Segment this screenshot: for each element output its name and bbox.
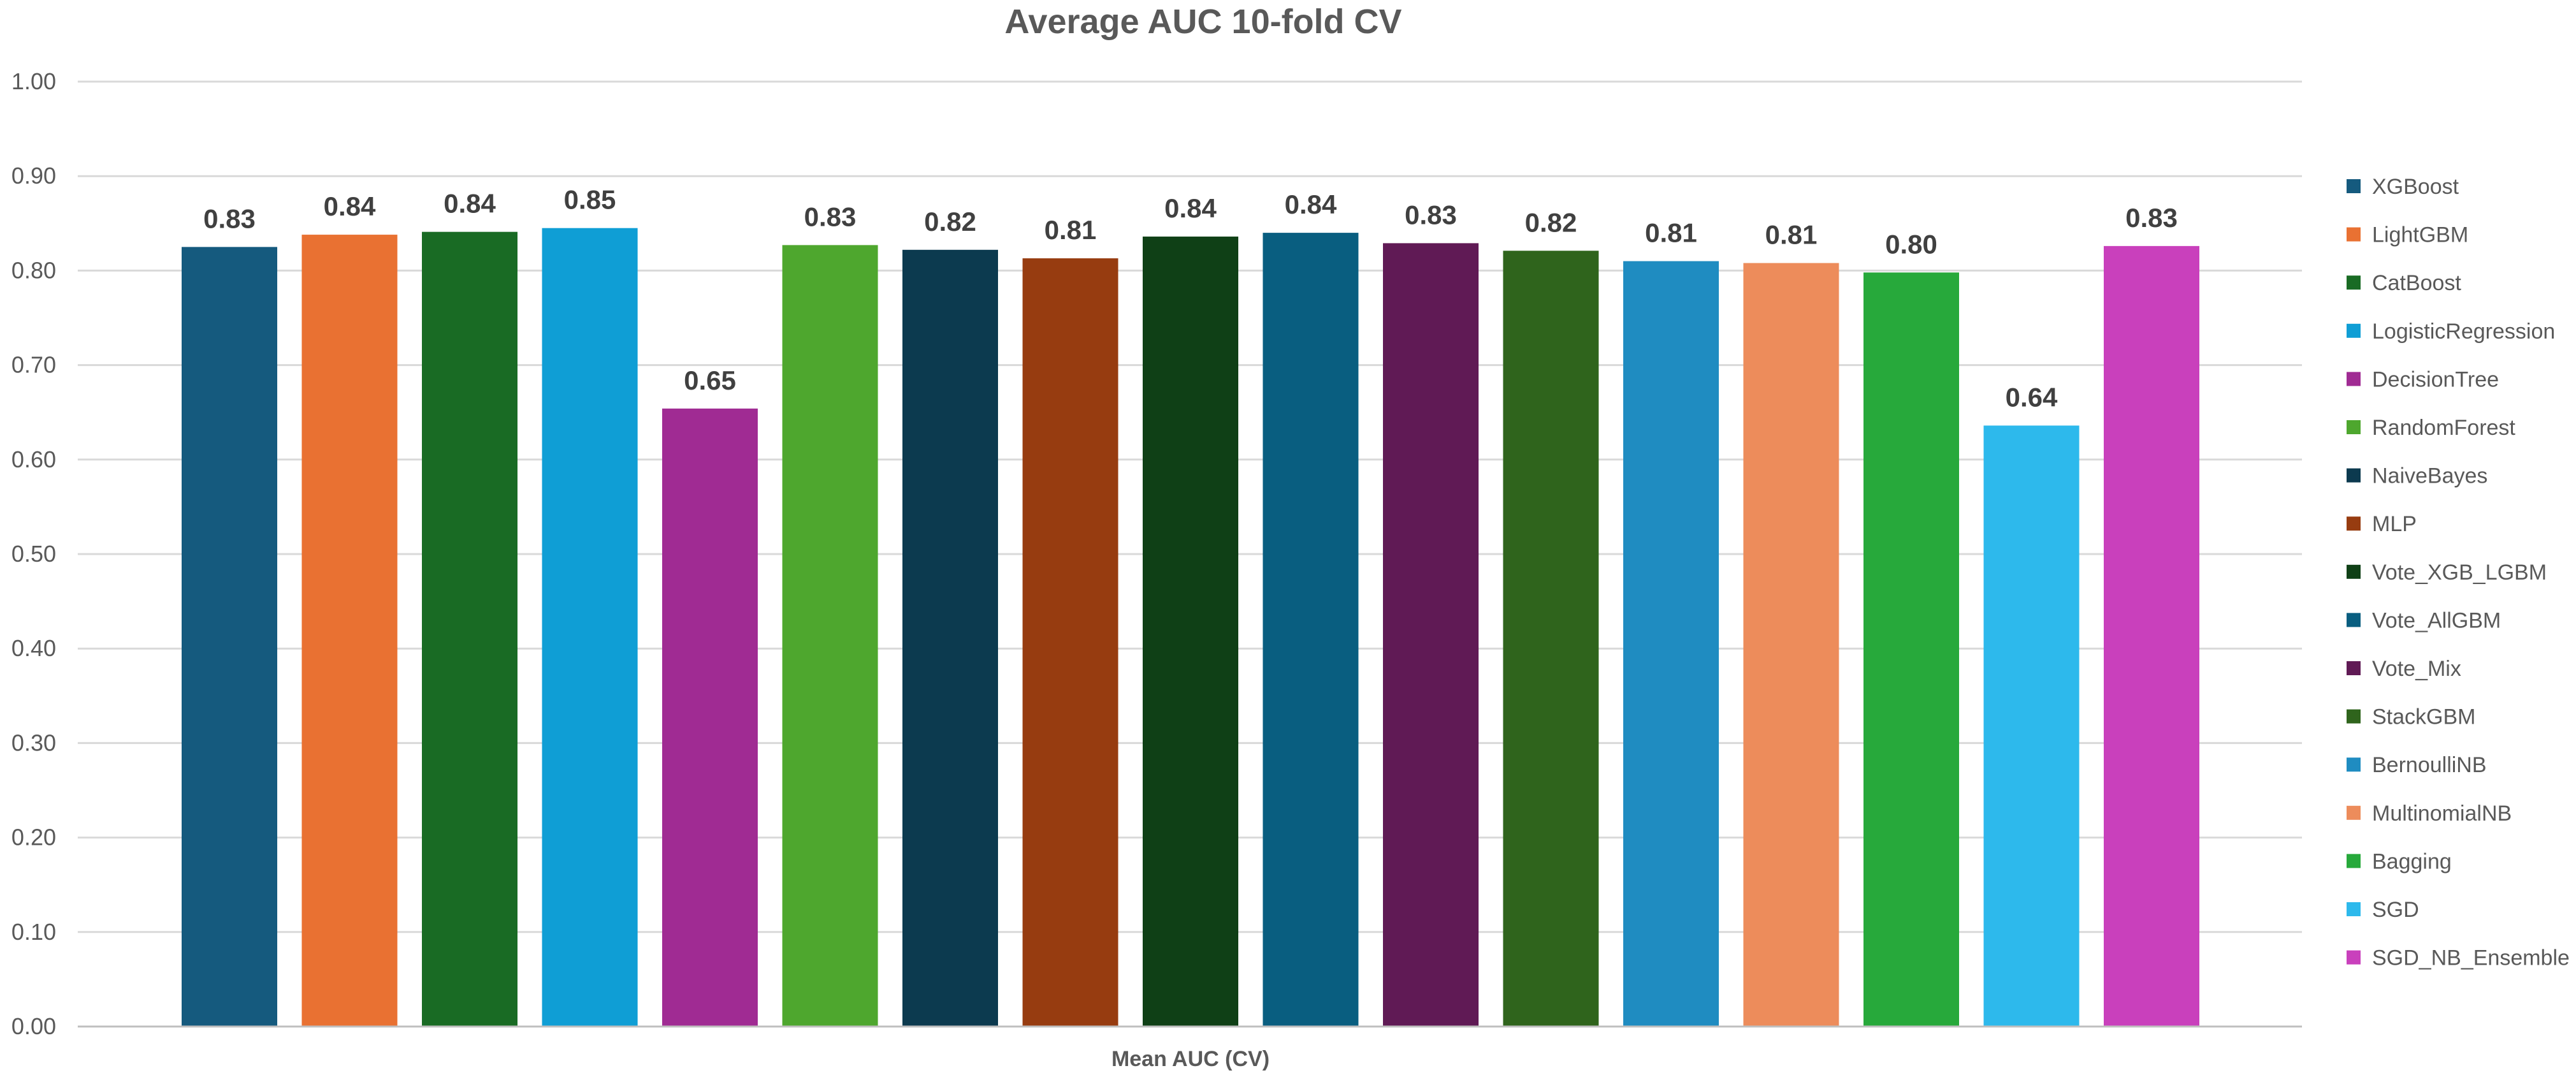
data-label-lightgbm: 0.84 xyxy=(324,191,376,221)
legend: XGBoost LightGBM CatBoost LogisticRegressio… xyxy=(2347,175,2570,970)
bars xyxy=(182,228,2199,1027)
bar-lightgbm xyxy=(301,235,398,1027)
data-label-vote_allgbm: 0.84 xyxy=(1285,189,1337,219)
y-tick-label: 0.80 xyxy=(11,257,56,283)
legend-label-vote_xgb_lgbm: Vote_XGB_LGBM xyxy=(2372,560,2547,585)
legend-label-mlp: MLP xyxy=(2372,512,2417,536)
data-label-decisiontree: 0.65 xyxy=(684,365,736,395)
legend-label-vote_allgbm: Vote_AllGBM xyxy=(2372,608,2501,632)
y-tick-label: 0.40 xyxy=(11,635,56,661)
bar-stackgbm xyxy=(1503,251,1599,1027)
bar-xgboost xyxy=(182,247,277,1027)
data-label-logisticregression: 0.85 xyxy=(564,185,616,215)
legend-swatch-vote_xgb_lgbm xyxy=(2347,564,2361,579)
data-label-sgd_nb_ensemble: 0.83 xyxy=(2125,203,2178,233)
bar-vote_allgbm xyxy=(1263,233,1359,1027)
bar-sgd_nb_ensemble xyxy=(2104,245,2199,1027)
legend-label-randomforest: RandomForest xyxy=(2372,416,2515,440)
legend-swatch-xgboost xyxy=(2347,179,2361,193)
legend-label-catboost: CatBoost xyxy=(2372,271,2461,295)
legend-swatch-sgd xyxy=(2347,902,2361,916)
legend-swatch-randomforest xyxy=(2347,420,2361,434)
data-label-bernoullinb: 0.81 xyxy=(1645,218,1697,248)
bar-mlp xyxy=(1022,258,1118,1027)
legend-swatch-sgd_nb_ensemble xyxy=(2347,950,2361,965)
legend-swatch-naivebayes xyxy=(2347,468,2361,483)
legend-label-sgd: SGD xyxy=(2372,898,2419,922)
legend-label-vote_mix: Vote_Mix xyxy=(2372,657,2461,681)
y-axis-ticks: 0.00 0.10 0.20 0.30 0.40 0.50 0.60 0.70 0.80 0.90… xyxy=(11,68,56,1039)
y-tick-label: 0.70 xyxy=(11,352,56,378)
legend-swatch-bagging xyxy=(2347,854,2361,868)
legend-swatch-catboost xyxy=(2347,275,2361,290)
x-axis-label: Mean AUC (CV) xyxy=(1111,1047,1270,1071)
bar-bagging xyxy=(1863,272,1959,1027)
legend-label-bagging: Bagging xyxy=(2372,849,2452,874)
legend-label-stackgbm: StackGBM xyxy=(2372,705,2475,729)
bar-catboost xyxy=(422,231,517,1027)
legend-label-xgboost: XGBoost xyxy=(2372,175,2459,199)
data-label-catboost: 0.84 xyxy=(444,189,496,219)
data-label-multinomialnb: 0.81 xyxy=(1765,220,1818,250)
data-label-bagging: 0.80 xyxy=(1885,229,1937,259)
legend-swatch-stackgbm xyxy=(2347,709,2361,724)
legend-swatch-multinomialnb xyxy=(2347,805,2361,820)
bar-vote_mix xyxy=(1383,243,1479,1027)
legend-label-lightgbm: LightGBM xyxy=(2372,223,2468,247)
bar-randomforest xyxy=(782,245,878,1027)
legend-label-sgd_nb_ensemble: SGD_NB_Ensemble xyxy=(2372,946,2570,970)
legend-swatch-lightgbm xyxy=(2347,227,2361,242)
legend-label-naivebayes: NaiveBayes xyxy=(2372,464,2487,488)
data-label-naivebayes: 0.82 xyxy=(924,207,976,237)
y-tick-label: 0.30 xyxy=(11,729,56,756)
data-label-vote_xgb_lgbm: 0.84 xyxy=(1164,193,1217,223)
y-tick-label: 0.50 xyxy=(11,541,56,567)
y-tick-label: 0.90 xyxy=(11,163,56,189)
bar-multinomialnb xyxy=(1743,263,1839,1027)
data-label-randomforest: 0.83 xyxy=(804,201,857,231)
data-label-sgd: 0.64 xyxy=(2006,382,2058,412)
data-labels: 0.83 0.84 0.84 0.85 0.65 0.83 0.82 0.81 0.84 0.84… xyxy=(203,185,2178,413)
bar-bernoullinb xyxy=(1623,261,1719,1027)
data-label-mlp: 0.81 xyxy=(1045,215,1097,245)
legend-swatch-vote_mix xyxy=(2347,661,2361,675)
legend-swatch-mlp xyxy=(2347,516,2361,531)
legend-swatch-logisticregression xyxy=(2347,323,2361,338)
bar-vote_xgb_lgbm xyxy=(1143,237,1238,1027)
legend-label-logisticregression: LogisticRegression xyxy=(2372,319,2555,344)
y-tick-label: 0.20 xyxy=(11,824,56,851)
data-label-vote_mix: 0.83 xyxy=(1405,200,1457,230)
bar-decisiontree xyxy=(662,408,758,1027)
bar-naivebayes xyxy=(902,249,998,1027)
legend-swatch-vote_allgbm xyxy=(2347,613,2361,627)
legend-label-multinomialnb: MultinomialNB xyxy=(2372,801,2512,826)
data-label-stackgbm: 0.82 xyxy=(1525,207,1577,237)
chart-title: Average AUC 10-fold CV xyxy=(1004,3,1401,41)
y-tick-label: 0.60 xyxy=(11,446,56,472)
y-tick-label: 0.10 xyxy=(11,919,56,945)
legend-swatch-bernoullinb xyxy=(2347,757,2361,772)
y-tick-label: 1.00 xyxy=(11,68,56,94)
legend-label-bernoullinb: BernoulliNB xyxy=(2372,753,2487,777)
legend-label-decisiontree: DecisionTree xyxy=(2372,367,2499,391)
bar-logisticregression xyxy=(542,228,638,1027)
bar-sgd xyxy=(1983,425,2080,1027)
legend-swatch-decisiontree xyxy=(2347,372,2361,386)
data-label-xgboost: 0.83 xyxy=(203,203,256,233)
y-tick-label: 0.00 xyxy=(11,1013,56,1039)
